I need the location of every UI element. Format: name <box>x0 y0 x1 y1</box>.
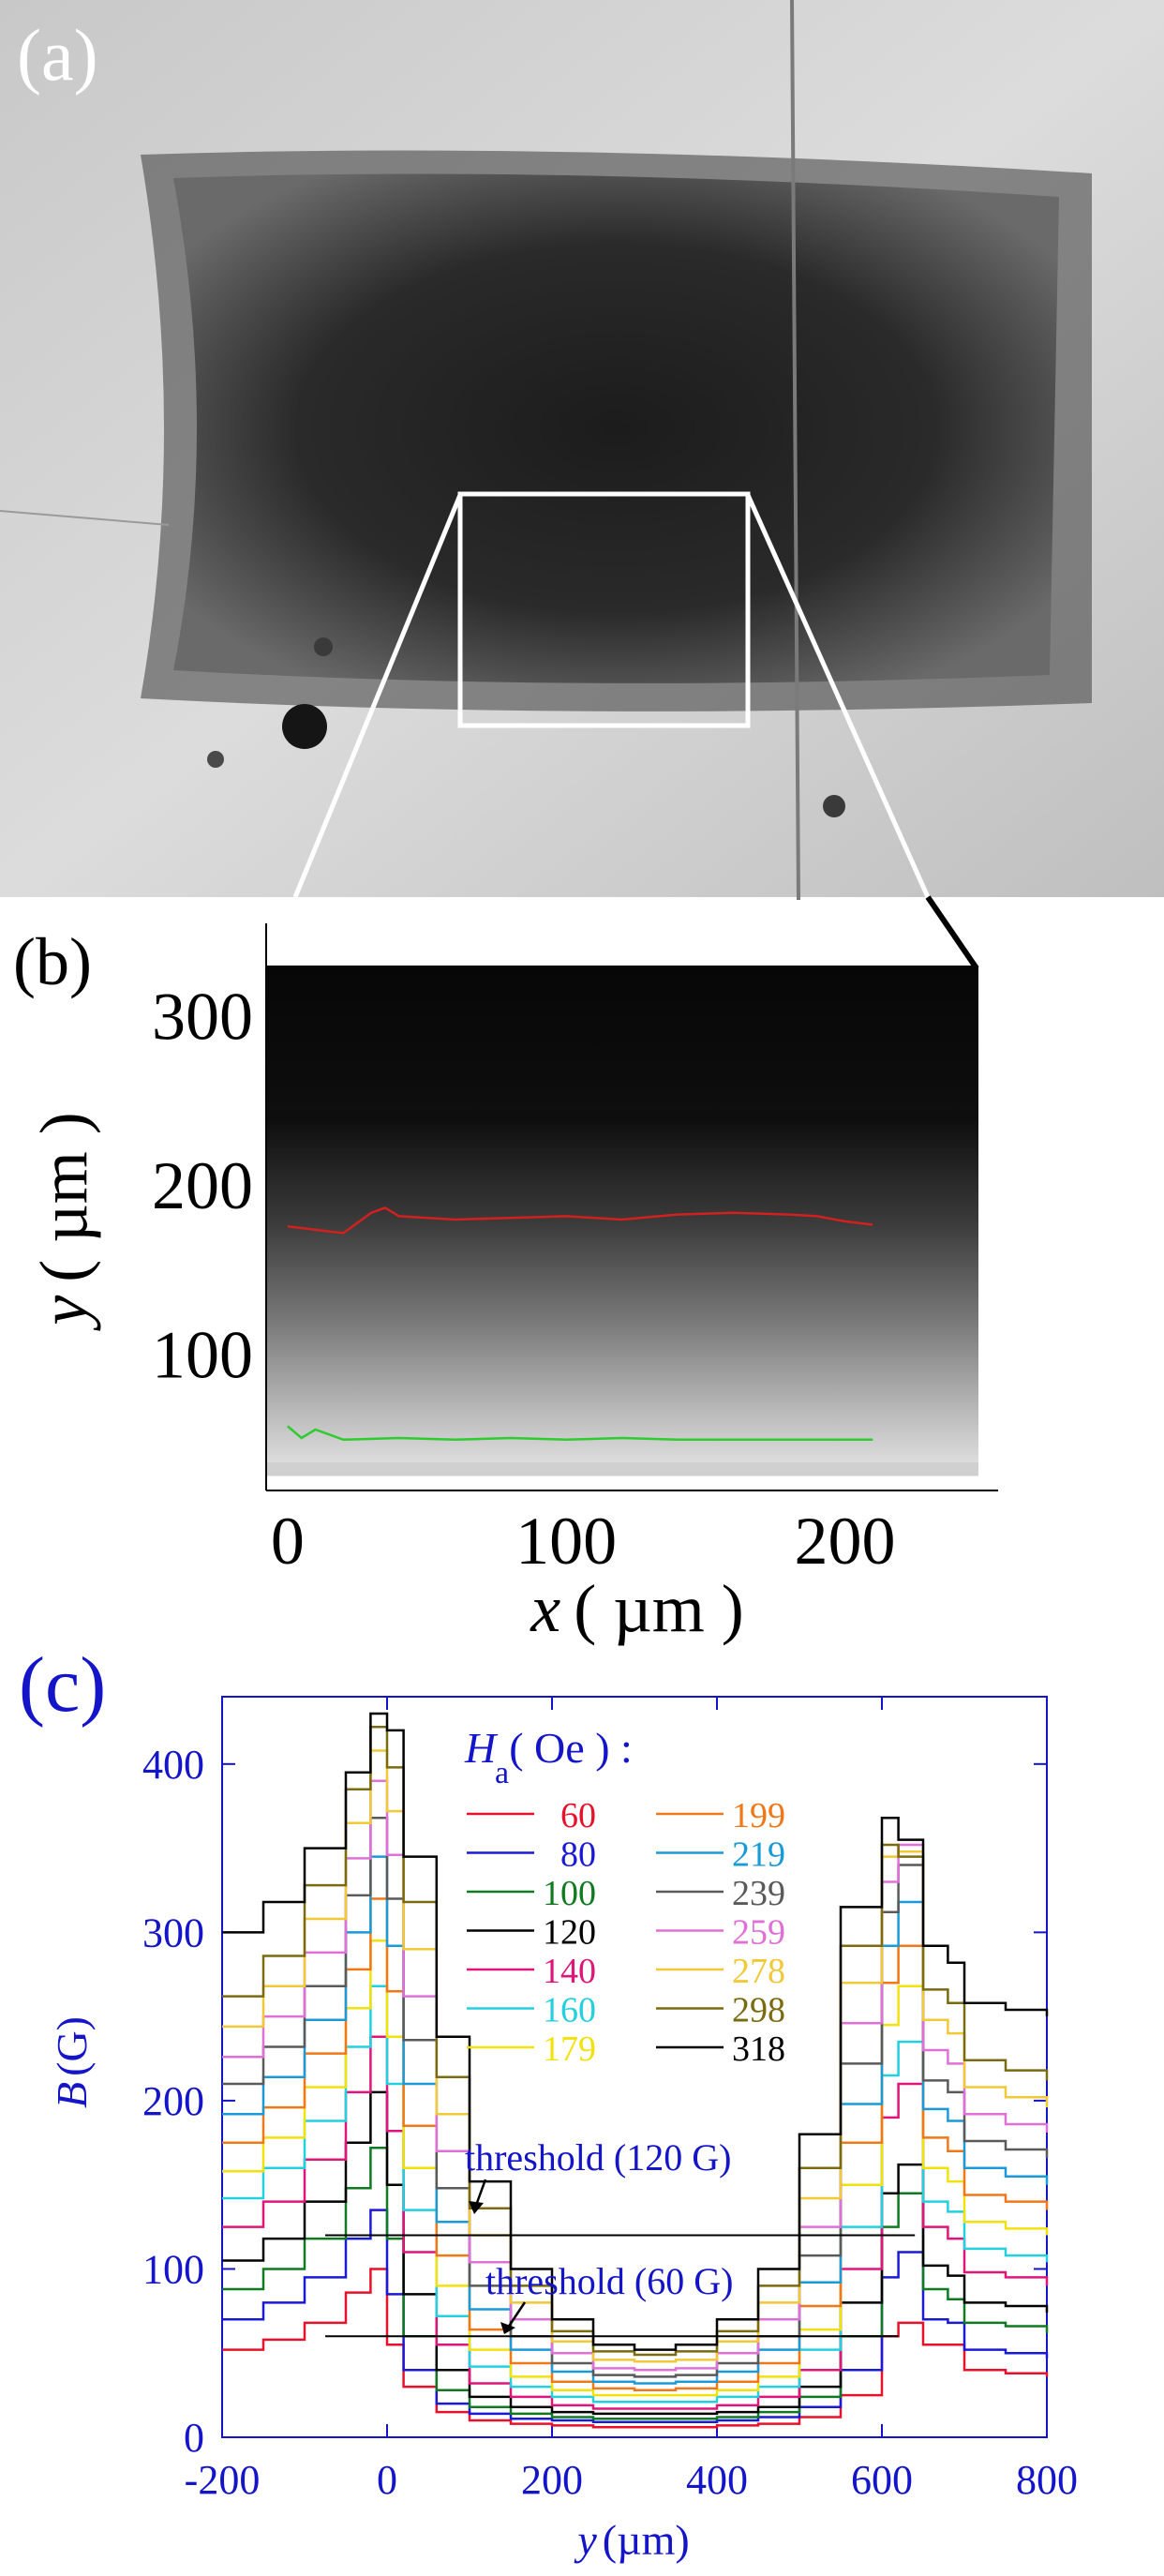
panel-c-y-label: B (G) <box>48 2016 96 2108</box>
dark-flux-free-region <box>173 173 1059 683</box>
panel-label-c: (c) <box>19 1641 106 1729</box>
legend-label-298: 298 <box>732 1991 785 2030</box>
legend-label-160: 160 <box>543 1991 596 2030</box>
zoom-connector-lower <box>925 895 979 970</box>
panel-a-micrograph: (a) <box>0 0 1164 901</box>
legend-label-80: 80 <box>560 1835 596 1875</box>
legend-label-199: 199 <box>732 1796 785 1835</box>
series-line-140 <box>222 2035 1049 2410</box>
panel-c-thresholds <box>325 2234 916 2338</box>
defect-spot <box>282 704 327 749</box>
threshold-120-arrowhead <box>469 2201 484 2214</box>
panel-b-y-label-var: y <box>26 1295 101 1332</box>
legend-label-60: 60 <box>560 1796 596 1835</box>
panel-b-y-tick-label: 200 <box>152 1148 253 1223</box>
scratch-line <box>790 0 800 901</box>
panel-b-image <box>266 966 978 1476</box>
panel-b-y-ticks: 100 200 300 <box>152 979 253 1392</box>
panel-b-x-label-var: x <box>530 1571 560 1646</box>
legend-title-var: H <box>464 1724 499 1772</box>
panel-b-series <box>287 1206 873 1442</box>
panel-b-x-label-unit: ( µm ) <box>574 1571 743 1646</box>
threshold-60-arrowhead <box>500 2322 515 2334</box>
panel-b-y-tick-label: 300 <box>152 979 253 1054</box>
panel-c-x-tick-label: 400 <box>686 2457 748 2503</box>
panel-c-y-tick-label: 200 <box>142 2078 204 2124</box>
panel-b-x-tick-label: 200 <box>794 1504 895 1579</box>
panel-c-frame <box>221 1696 1048 2438</box>
panel-label-a: (a) <box>17 14 98 96</box>
legend-label-278: 278 <box>732 1952 785 1991</box>
panel-c-y-label-var: B <box>48 2082 96 2108</box>
panel-b-x-tick-label: 100 <box>515 1504 617 1579</box>
panel-c-series <box>222 1712 1049 2429</box>
series-line-100 <box>222 2146 1049 2420</box>
zoom-box <box>457 491 751 728</box>
legend-title: H( Oe ) : <box>464 1724 633 1772</box>
panel-c-x-label-unit: (µm) <box>603 2516 690 2564</box>
scratch-line <box>0 510 170 526</box>
legend-label-239: 239 <box>732 1874 785 1913</box>
zoom-connector-right <box>745 493 931 899</box>
legend-label-219: 219 <box>732 1835 785 1875</box>
panel-label-b: (b) <box>13 924 92 999</box>
panel-c-x-tick-label: 800 <box>1016 2457 1078 2503</box>
legend-title-unit: ( Oe ) : <box>509 1724 633 1772</box>
panel-b-y-label: y ( µm ) <box>26 1112 101 1331</box>
defect-spot <box>314 637 333 656</box>
legend-label-100: 100 <box>543 1874 596 1913</box>
panel-c-y-tick-label: 100 <box>142 2246 204 2292</box>
panel-c-x-tick-label: 600 <box>851 2457 913 2503</box>
legend-label-318: 318 <box>732 2029 785 2069</box>
panel-b-y-tick-label: 100 <box>152 1318 253 1393</box>
threshold-120-label: threshold (120 G) <box>465 2136 731 2179</box>
panel-c-y-tick-label: 300 <box>142 1910 204 1955</box>
panel-c-y-tick-label: 0 <box>184 2415 204 2461</box>
panel-c-x-tick-label: 200 <box>521 2457 583 2503</box>
legend-label-120: 120 <box>543 1913 596 1953</box>
panel-b-x-ticks: 0 100 200 <box>271 1504 896 1579</box>
panel-b-bottom-band <box>266 1462 978 1475</box>
panel-b-x-label: x( µm ) <box>530 1571 743 1646</box>
series-line-60 <box>222 2268 1049 2429</box>
panel-b-y-label-unit: ( µm ) <box>26 1112 101 1281</box>
panel-c-x-label: y (µm) <box>574 2516 689 2564</box>
defect-spot <box>207 751 224 768</box>
zoom-connector-left <box>292 494 463 898</box>
defect-spot <box>823 795 845 817</box>
panel-c-x-label-var: y <box>574 2516 597 2564</box>
series-line-318 <box>222 1712 1049 2351</box>
series-line-80 <box>222 2209 1049 2424</box>
series-line-120 <box>222 2090 1049 2416</box>
panel-c-y-tick-label: 400 <box>142 1742 204 1788</box>
panel-c-x-tick-label: 0 <box>377 2457 397 2503</box>
legend-label-179: 179 <box>543 2029 596 2069</box>
legend-title-subscript: a <box>495 1756 509 1790</box>
legend-label-259: 259 <box>732 1913 785 1953</box>
panel-b-series-line-1 <box>287 1206 873 1235</box>
panel-b-x-tick-label: 0 <box>271 1504 305 1579</box>
threshold-60-label: threshold (60 G) <box>485 2260 733 2302</box>
panel-c-x-tick-label: -200 <box>185 2457 261 2503</box>
panel-b-series-line-2 <box>287 1425 873 1442</box>
legend-label-140: 140 <box>543 1952 596 1991</box>
panel-c-y-label-unit: (G) <box>48 2016 96 2076</box>
